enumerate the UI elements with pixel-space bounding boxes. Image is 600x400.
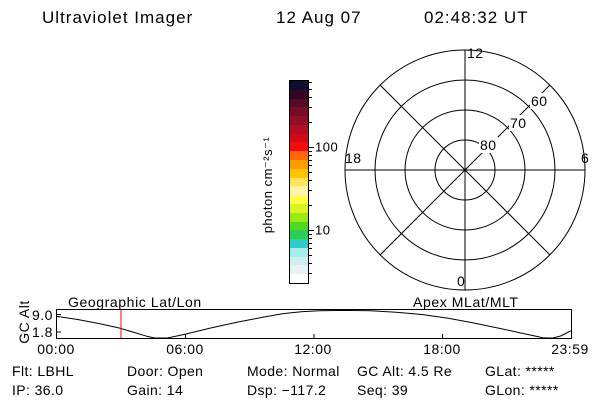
colorbar-minor-tick	[309, 243, 312, 244]
colorbar-minor-tick	[309, 248, 312, 249]
colorbar-unit-label: photon cm⁻²s⁻¹	[260, 136, 275, 234]
colorbar-band	[290, 221, 308, 231]
y-tick-label-9: 9.0	[32, 307, 53, 323]
status-field-ip: IP: 36.0	[12, 382, 64, 398]
lat-ring-label-70: 70	[509, 115, 528, 131]
colorbar-minor-tick	[309, 234, 312, 235]
gc-alt-plot	[56, 309, 572, 339]
colorbar-band	[290, 177, 308, 187]
colorbar-band	[290, 124, 308, 134]
colorbar-band	[290, 195, 308, 204]
gc-alt-axis-label: GC Alt	[16, 300, 32, 344]
colorbar-minor-tick	[309, 82, 312, 83]
colorbar-band	[290, 160, 308, 169]
status-field-door: Door: Open	[127, 363, 204, 379]
mlt-label-6: 6	[581, 150, 590, 166]
colorbar-minor-tick	[309, 180, 312, 181]
colorbar-minor-tick	[309, 263, 312, 264]
colorbar-minor-tick	[309, 205, 312, 206]
colorbar-minor-tick	[309, 238, 312, 239]
mlt-label-12: 12	[467, 45, 484, 61]
time-tick-label-0600: 06:00	[166, 341, 204, 357]
colorbar-minor-tick	[309, 97, 312, 98]
colorbar-minor-tick	[309, 165, 312, 166]
colorbar-minor-tick	[309, 160, 312, 161]
colorbar-band	[290, 151, 308, 161]
colorbar-minor-tick	[309, 107, 312, 108]
colorbar-band	[290, 239, 308, 248]
colorbar-tick-label-10: 10	[315, 222, 331, 238]
colorbar-major-tick	[309, 147, 314, 148]
axis-ticks	[57, 314, 443, 338]
colorbar-band	[290, 256, 308, 266]
colorbar-band	[290, 247, 308, 257]
status-field-dsp: Dsp: −117.2	[247, 382, 327, 398]
status-field-seq: Seq: 39	[357, 382, 409, 398]
time-tick-label-1800: 18:00	[423, 341, 461, 357]
colorbar-minor-tick	[309, 273, 312, 274]
colorbar-band	[290, 203, 308, 213]
colorbar-minor-tick	[309, 190, 312, 191]
lat-ring-label-80: 80	[479, 137, 498, 153]
colorbar-band	[290, 107, 308, 117]
colorbar-band	[290, 98, 308, 108]
colorbar-band	[290, 265, 308, 275]
colorbar-band	[290, 186, 308, 196]
colorbar-band	[290, 168, 308, 178]
header-date: 12 Aug 07	[276, 8, 362, 27]
lat-ring-label-60: 60	[530, 93, 549, 109]
colorbar-tick-label-100: 100	[315, 139, 339, 155]
status-field-flt: Flt: LBHL	[12, 363, 74, 379]
gc-alt-curve-canvas	[56, 309, 572, 339]
orbit-altitude-curve	[56, 309, 572, 339]
status-field-gc-alt: GC Alt: 4.5 Re	[357, 363, 453, 379]
colorbar-band	[290, 89, 308, 99]
colorbar-band	[290, 116, 308, 125]
header-time: 02:48:32 UT	[424, 8, 529, 27]
colorbar-band	[290, 81, 308, 90]
mlt-label-0: 0	[457, 273, 466, 289]
app-title: Ultraviolet Imager	[42, 8, 194, 27]
polar-grid	[344, 49, 586, 291]
colorbar-band	[290, 230, 308, 240]
colorbar-minor-tick	[309, 122, 312, 123]
status-field-gain: Gain: 14	[127, 382, 184, 398]
status-field-mode: Mode: Normal	[247, 363, 340, 379]
colorbar-minor-tick	[309, 172, 312, 173]
colorbar-band	[290, 133, 308, 143]
colorbar	[289, 80, 309, 284]
colorbar-minor-tick	[309, 151, 312, 152]
geographic-panel-title: Geographic Lat/Lon	[68, 294, 202, 310]
colorbar-band	[290, 274, 308, 283]
colorbar-minor-tick	[309, 89, 312, 90]
y-tick-label-1-8: 1.8	[32, 324, 53, 340]
time-tick-label-0000: 00:00	[37, 341, 75, 357]
colorbar-major-tick	[309, 230, 314, 231]
time-tick-label-1200: 12:00	[294, 341, 332, 357]
status-field-glon: GLon: *****	[485, 382, 559, 398]
status-field-glat: GLat: *****	[485, 363, 555, 379]
apex-panel-title: Apex MLat/MLT	[413, 294, 519, 310]
colorbar-minor-tick	[309, 255, 312, 256]
colorbar-band	[290, 142, 308, 152]
colorbar-minor-tick	[309, 155, 312, 156]
time-tick-label-2359: 23:59	[551, 341, 589, 357]
colorbar-band	[290, 212, 308, 222]
mlt-label-18: 18	[345, 150, 362, 166]
